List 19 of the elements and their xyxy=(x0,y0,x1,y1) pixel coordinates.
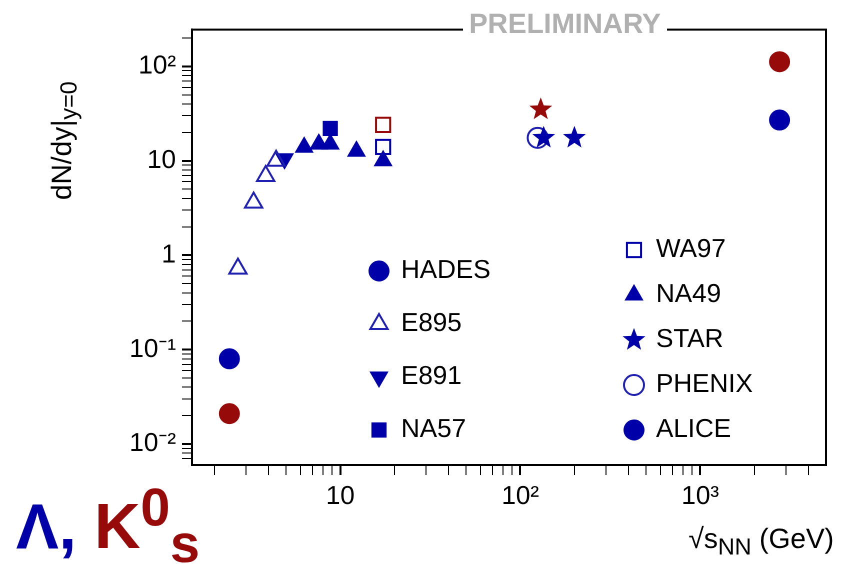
y-tick-label: 10⁻² xyxy=(129,427,176,458)
legend-label: STAR xyxy=(656,323,724,354)
annotation: PRELIMINARY xyxy=(463,8,667,40)
legend-label: E891 xyxy=(401,360,462,390)
legend-label: NA49 xyxy=(656,278,722,308)
legend-label: NA57 xyxy=(401,413,466,444)
legend-label: HADES xyxy=(401,254,491,284)
y-tick-label: 10 xyxy=(147,144,176,174)
legend-label: WA97 xyxy=(656,233,726,264)
legend-label: PHENIX xyxy=(656,368,753,398)
x-tick-label: 10² xyxy=(501,480,540,510)
x-tick-label: 10³ xyxy=(681,480,720,510)
y-tick-label: 10⁻¹ xyxy=(129,332,176,363)
legend-label: E895 xyxy=(401,307,462,338)
x-tick-label: 10 xyxy=(326,480,355,510)
y-tick-label: 1 xyxy=(162,238,176,268)
y-tick-label: 10² xyxy=(138,50,176,80)
legend-label: ALICE xyxy=(656,413,732,444)
x-axis-title: √s$_{NN}$ (GeV) xyxy=(688,523,834,561)
